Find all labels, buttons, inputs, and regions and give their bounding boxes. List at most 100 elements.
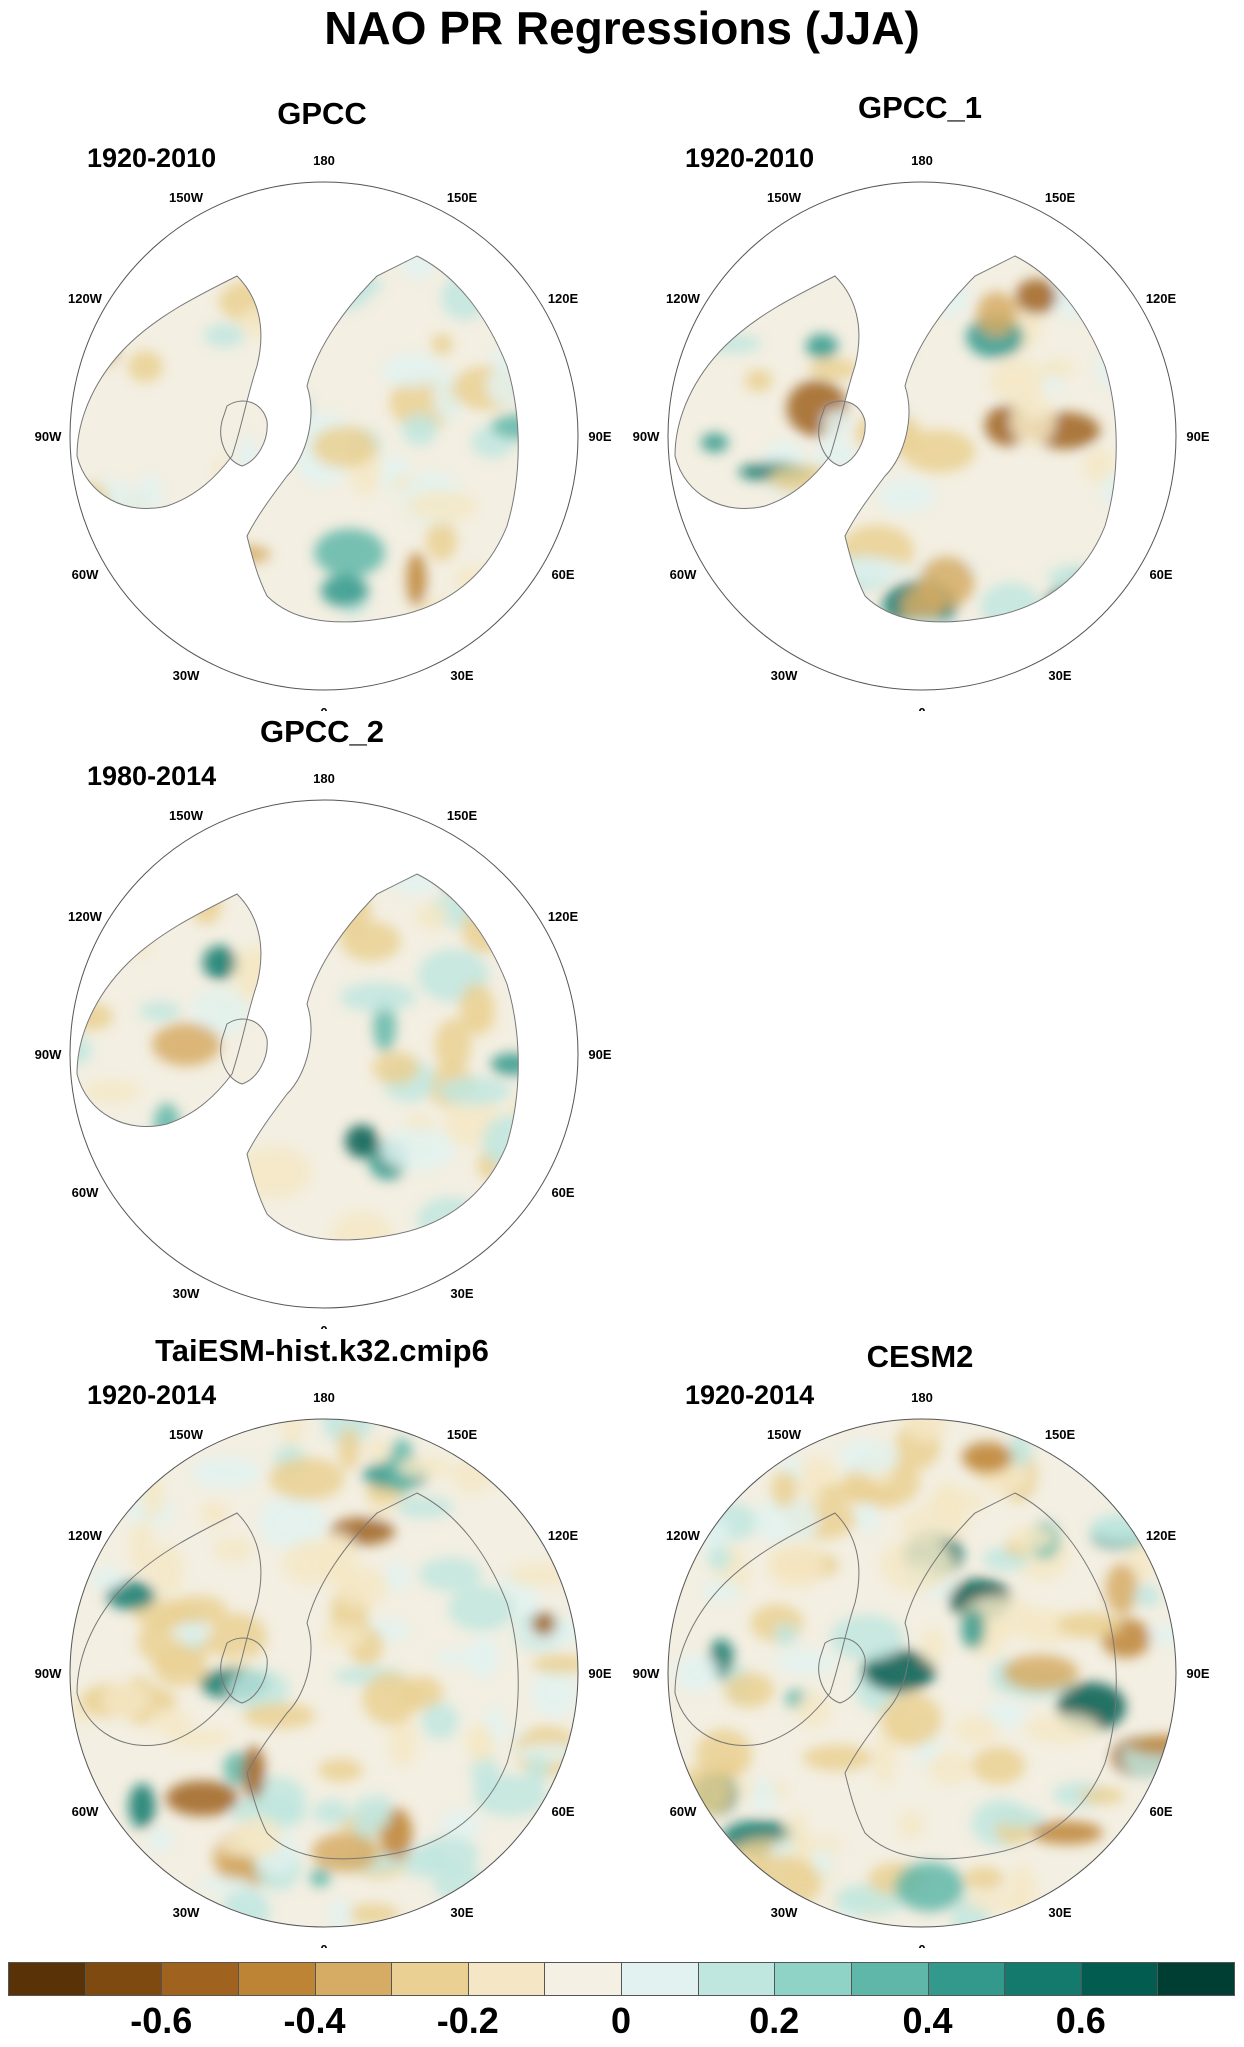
panel-period: 1920-2010 — [87, 143, 217, 173]
longitude-label: 60W — [72, 567, 99, 582]
longitude-label: 150E — [447, 808, 478, 823]
panel-period: 1980-2014 — [87, 761, 217, 791]
colorbar-swatch — [621, 1962, 699, 1996]
colorbar-swatch — [927, 1962, 1006, 1996]
longitude-label: 0 — [320, 1323, 327, 1329]
colorbar-label: 0 — [610, 2000, 632, 2041]
longitude-label: 60E — [551, 1804, 574, 1819]
longitude-label: 120E — [1146, 1528, 1177, 1543]
colorbar-label: 0.4 — [902, 2000, 953, 2041]
longitude-label: 120W — [68, 909, 103, 924]
longitude-label: 120W — [666, 1528, 701, 1543]
longitude-label: 60W — [670, 567, 697, 582]
panel-gpcc-1: GPCC_1 1920-2010 180 150E 120E 90E 60E 30E 0 30… — [615, 90, 1225, 711]
panel-period: 1920-2010 — [685, 143, 815, 173]
polar-map: 180 150E 120E 90E 60E 30E 0 30W 60W 90W 120W 150W — [35, 1393, 612, 1948]
panel-title: TaiESM-hist.k32.cmip6 — [155, 1333, 489, 1368]
colorbar-labels: -0.6 -0.4 -0.2 0 0.2 0.4 0.6 — [0, 2000, 1244, 2045]
longitude-label: 60E — [1149, 567, 1172, 582]
longitude-label: 180 — [911, 156, 933, 168]
longitude-label: 150W — [169, 190, 204, 205]
panel-period: 1920-2014 — [87, 1380, 217, 1410]
colorbar-swatch — [237, 1962, 316, 1996]
colorbar-swatch — [84, 1962, 163, 1996]
longitude-label: 120E — [1146, 291, 1177, 306]
longitude-label: 90W — [633, 1666, 660, 1681]
longitude-label: 120W — [666, 291, 701, 306]
longitude-label: 30E — [450, 668, 473, 683]
colorbar-label: 0.6 — [1055, 2000, 1106, 2041]
longitude-label: 0 — [320, 705, 327, 711]
longitude-label: 120W — [68, 1528, 103, 1543]
map-field — [70, 1419, 578, 1927]
colorbar-swatch — [850, 1962, 929, 1996]
longitude-label: 60W — [72, 1185, 99, 1200]
map-field — [70, 182, 578, 690]
colorbar-label: -0.6 — [130, 2000, 193, 2041]
panel-period: 1920-2014 — [685, 1380, 815, 1410]
colorbar-swatch — [161, 1962, 239, 1996]
colorbar-swatch — [544, 1962, 622, 1996]
panel-taiesm: TaiESM-hist.k32.cmip6 1920-2014 180 150E 1… — [17, 1333, 627, 1948]
panel-title: GPCC — [277, 96, 367, 131]
polar-map: 180 150E 120E 90E 60E 30E 0 30W 60W 90W 120W 150W — [633, 156, 1210, 711]
longitude-label: 90W — [35, 429, 62, 444]
longitude-label: 30E — [1048, 1905, 1071, 1920]
longitude-label: 90E — [1186, 1666, 1209, 1681]
figure-title: NAO PR Regressions (JJA) — [324, 2, 920, 54]
panel-cesm2: CESM2 1920-2014 180 150E 120E 90E 60E 30E 0 30W… — [615, 1333, 1225, 1948]
longitude-label: 90W — [35, 1666, 62, 1681]
colorbar-label: 0.2 — [749, 2000, 800, 2041]
longitude-label: 90E — [1186, 429, 1209, 444]
map-field — [668, 182, 1176, 690]
longitude-label: 60W — [670, 1804, 697, 1819]
longitude-label: 30W — [173, 668, 200, 683]
colorbar-label: -0.4 — [283, 2000, 346, 2041]
colorbar — [8, 1962, 1235, 2002]
longitude-label: 180 — [313, 156, 335, 168]
colorbar-swatch — [697, 1962, 776, 1996]
colorbar-swatch — [1157, 1962, 1235, 1996]
longitude-label: 120E — [548, 1528, 579, 1543]
longitude-label: 150W — [767, 1427, 802, 1442]
longitude-label: 0 — [918, 705, 925, 711]
polar-map: 180 150E 120E 90E 60E 30E 0 30W 60W 90W 120W 150W — [633, 1393, 1210, 1948]
longitude-label: 90W — [35, 1047, 62, 1062]
longitude-label: 30W — [771, 668, 798, 683]
longitude-label: 90E — [588, 1666, 611, 1681]
colorbar-swatch — [314, 1962, 393, 1996]
longitude-label: 150E — [447, 190, 478, 205]
longitude-label: 150W — [767, 190, 802, 205]
longitude-label: 150E — [1045, 190, 1076, 205]
longitude-label: 30W — [173, 1286, 200, 1301]
longitude-label: 120E — [548, 291, 579, 306]
longitude-label: 60W — [72, 1804, 99, 1819]
longitude-label: 150W — [169, 1427, 204, 1442]
longitude-label: 120E — [548, 909, 579, 924]
map-field — [668, 1419, 1176, 1927]
panel-title: GPCC_1 — [857, 90, 983, 125]
panel-title: CESM2 — [866, 1339, 974, 1374]
longitude-label: 90E — [588, 429, 611, 444]
polar-map: 180 150E 120E 90E 60E 30E 0 30W 60W 90W 120W 150W — [35, 774, 612, 1329]
colorbar-swatch — [391, 1962, 469, 1996]
colorbar-swatch — [1080, 1962, 1159, 1996]
longitude-label: 60E — [551, 567, 574, 582]
longitude-label: 90E — [588, 1047, 611, 1062]
longitude-label: 180 — [313, 1393, 335, 1405]
polar-map: 180 150E 120E 90E 60E 30E 0 30W 60W 90W 120W 150W — [35, 156, 612, 711]
longitude-label: 0 — [320, 1942, 327, 1948]
longitude-label: 180 — [911, 1393, 933, 1405]
colorbar-swatch — [774, 1962, 852, 1996]
longitude-label: 90W — [633, 429, 660, 444]
longitude-label: 150E — [447, 1427, 478, 1442]
longitude-label: 60E — [1149, 1804, 1172, 1819]
longitude-label: 30W — [771, 1905, 798, 1920]
colorbar-swatch — [8, 1962, 86, 1996]
colorbar-label: -0.2 — [436, 2000, 499, 2041]
panel-gpcc-2: GPCC_2 1980-2014 180 150E 120E 90E 60E 30E 0 30… — [17, 714, 627, 1329]
longitude-label: 180 — [313, 774, 335, 786]
longitude-label: 0 — [918, 1942, 925, 1948]
longitude-label: 30E — [1048, 668, 1071, 683]
longitude-label: 30E — [450, 1905, 473, 1920]
